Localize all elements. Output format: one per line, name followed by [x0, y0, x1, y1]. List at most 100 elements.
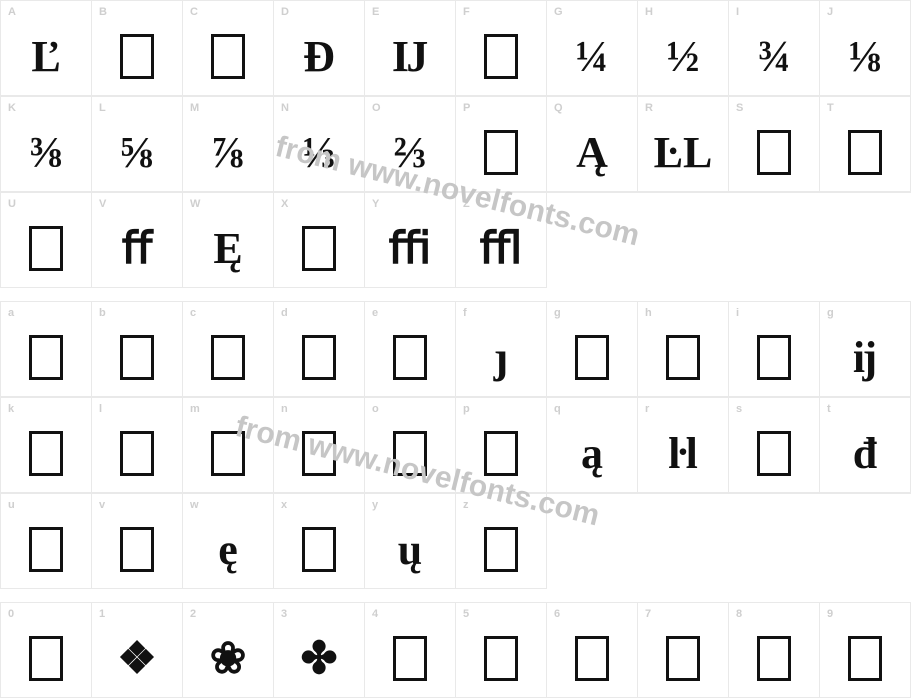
- glyph-cell: 8: [729, 603, 820, 698]
- glyph-row: UVﬀWĘXYﬃZﬄ: [0, 192, 911, 288]
- cell-key-label: K: [8, 102, 16, 114]
- glyph: ⅝: [92, 131, 182, 175]
- glyph-cell: d: [274, 302, 365, 397]
- glyph-cell: [820, 494, 911, 589]
- glyph: ⅞: [183, 131, 273, 175]
- cell-key-label: s: [736, 403, 742, 415]
- cell-key-label: g: [827, 307, 834, 319]
- cell-key-label: O: [372, 102, 381, 114]
- cell-key-label: C: [190, 6, 198, 18]
- cell-key-label: I: [736, 6, 739, 18]
- cell-key-label: B: [99, 6, 107, 18]
- glyph: ½: [638, 35, 728, 79]
- glyph-cell: C: [183, 1, 274, 96]
- glyph-cell: tđ: [820, 398, 911, 493]
- glyph-cell: k: [1, 398, 92, 493]
- glyph-cell: QĄ: [547, 97, 638, 192]
- cell-key-label: r: [645, 403, 649, 415]
- glyph-cell: L⅝: [92, 97, 183, 192]
- cell-key-label: 7: [645, 608, 651, 620]
- missing-glyph-box: [848, 130, 882, 175]
- missing-glyph-box: [484, 431, 518, 476]
- missing-glyph-box: [29, 527, 63, 572]
- glyph: Ľ: [1, 35, 91, 79]
- glyph-cell: a: [1, 302, 92, 397]
- missing-glyph-box: [575, 335, 609, 380]
- glyph-cell: z: [456, 494, 547, 589]
- cell-key-label: 2: [190, 608, 196, 620]
- glyph-cell: fȷ: [456, 302, 547, 397]
- cell-key-label: v: [99, 499, 105, 511]
- glyph-cell: [729, 494, 820, 589]
- glyph-cell: rŀl: [638, 398, 729, 493]
- cell-key-label: T: [827, 102, 834, 114]
- glyph-cell: b: [92, 302, 183, 397]
- cell-key-label: J: [827, 6, 833, 18]
- glyph: ⅔: [365, 131, 455, 175]
- glyph-cell: H½: [638, 1, 729, 96]
- missing-glyph-box: [120, 527, 154, 572]
- cell-key-label: h: [645, 307, 652, 319]
- cell-key-label: P: [463, 102, 470, 114]
- row-gap: [0, 288, 911, 301]
- glyph-cell: g: [547, 302, 638, 397]
- cell-key-label: W: [190, 198, 200, 210]
- glyph: Đ: [274, 35, 364, 79]
- missing-glyph-box: [484, 130, 518, 175]
- glyph-cell: c: [183, 302, 274, 397]
- missing-glyph-box: [757, 636, 791, 681]
- glyph-cell: u: [1, 494, 92, 589]
- glyph: ⅓: [274, 131, 364, 175]
- cell-key-label: y: [372, 499, 378, 511]
- glyph-row: klmnopqąrŀlstđ: [0, 397, 911, 493]
- glyph-cell: gĳ: [820, 302, 911, 397]
- cell-key-label: S: [736, 102, 743, 114]
- cell-key-label: n: [281, 403, 288, 415]
- glyph: ĿL: [638, 131, 728, 175]
- glyph: ĳ: [820, 336, 910, 380]
- glyph-row: 01❖2❀3✤456789: [0, 602, 911, 698]
- glyph-cell: J⅛: [820, 1, 911, 96]
- missing-glyph-box: [666, 636, 700, 681]
- glyph-cell: [547, 193, 638, 288]
- glyph-cell: s: [729, 398, 820, 493]
- glyph: ﬃ: [365, 227, 455, 271]
- missing-glyph-box: [120, 335, 154, 380]
- missing-glyph-box: [757, 335, 791, 380]
- cell-key-label: p: [463, 403, 470, 415]
- missing-glyph-box: [120, 431, 154, 476]
- missing-glyph-box: [29, 226, 63, 271]
- missing-glyph-box: [575, 636, 609, 681]
- glyph-cell: l: [92, 398, 183, 493]
- cell-key-label: A: [8, 6, 16, 18]
- glyph: ų: [365, 528, 455, 572]
- missing-glyph-box: [211, 335, 245, 380]
- glyph-cell: F: [456, 1, 547, 96]
- glyph-cell: M⅞: [183, 97, 274, 192]
- glyph: ę: [183, 528, 273, 572]
- cell-key-label: t: [827, 403, 831, 415]
- cell-key-label: Z: [463, 198, 470, 210]
- glyph-row: K⅜L⅝M⅞N⅓O⅔PQĄRĿLST: [0, 96, 911, 192]
- glyph-cell: e: [365, 302, 456, 397]
- glyph-cell: [638, 193, 729, 288]
- glyph-cell: N⅓: [274, 97, 365, 192]
- cell-key-label: M: [190, 102, 199, 114]
- glyph-cell: qą: [547, 398, 638, 493]
- missing-glyph-box: [757, 130, 791, 175]
- cell-key-label: i: [736, 307, 739, 319]
- glyph-row: AĽBCDĐEĲFG¼H½I¾J⅛: [0, 0, 911, 96]
- glyph-cell: U: [1, 193, 92, 288]
- missing-glyph-box: [393, 335, 427, 380]
- cell-key-label: L: [99, 102, 106, 114]
- glyph-cell: WĘ: [183, 193, 274, 288]
- missing-glyph-box: [29, 431, 63, 476]
- row-gap: [0, 589, 911, 602]
- cell-key-label: U: [8, 198, 16, 210]
- glyph-cell: O⅔: [365, 97, 456, 192]
- glyph-cell: h: [638, 302, 729, 397]
- glyph: ❖: [92, 637, 182, 681]
- cell-key-label: 9: [827, 608, 833, 620]
- cell-key-label: o: [372, 403, 379, 415]
- glyph-cell: v: [92, 494, 183, 589]
